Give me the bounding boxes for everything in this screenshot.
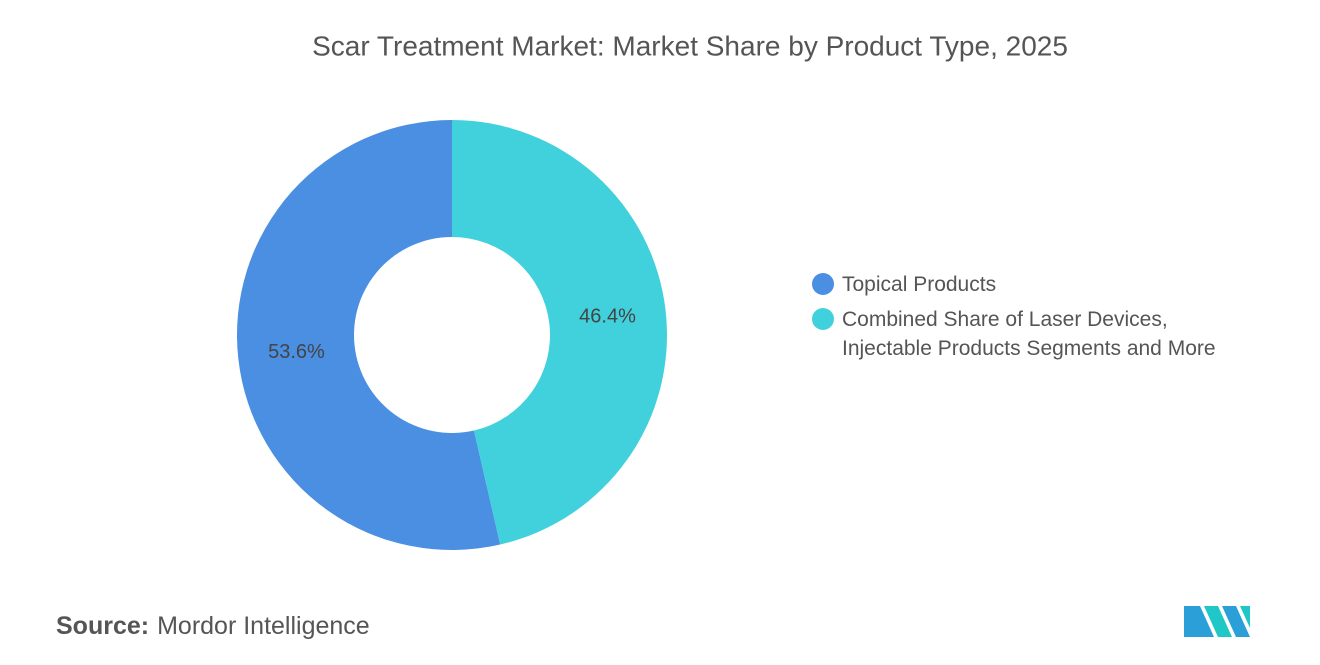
legend-swatch <box>812 308 834 330</box>
source-text: Mordor Intelligence <box>157 612 370 640</box>
slice <box>452 120 667 545</box>
logo <box>1184 606 1250 637</box>
data-label: 46.4% <box>579 306 636 328</box>
source-label: Source: <box>56 612 150 640</box>
legend-swatch <box>812 273 834 295</box>
source: Source: Mordor Intelligence <box>56 612 370 641</box>
legend: Topical Products Combined Share of Laser … <box>812 270 1252 369</box>
legend-item: Combined Share of Laser Devices, Injecta… <box>812 305 1252 363</box>
legend-label: Topical Products <box>842 273 997 296</box>
chart-title: Scar Treatment Market: Market Share by P… <box>312 30 1068 61</box>
data-label: 53.6% <box>268 341 325 363</box>
legend-label: Combined Share of Laser Devices, Injecta… <box>842 308 1216 360</box>
legend-item: Topical Products <box>812 270 1252 299</box>
slice <box>236 120 501 550</box>
